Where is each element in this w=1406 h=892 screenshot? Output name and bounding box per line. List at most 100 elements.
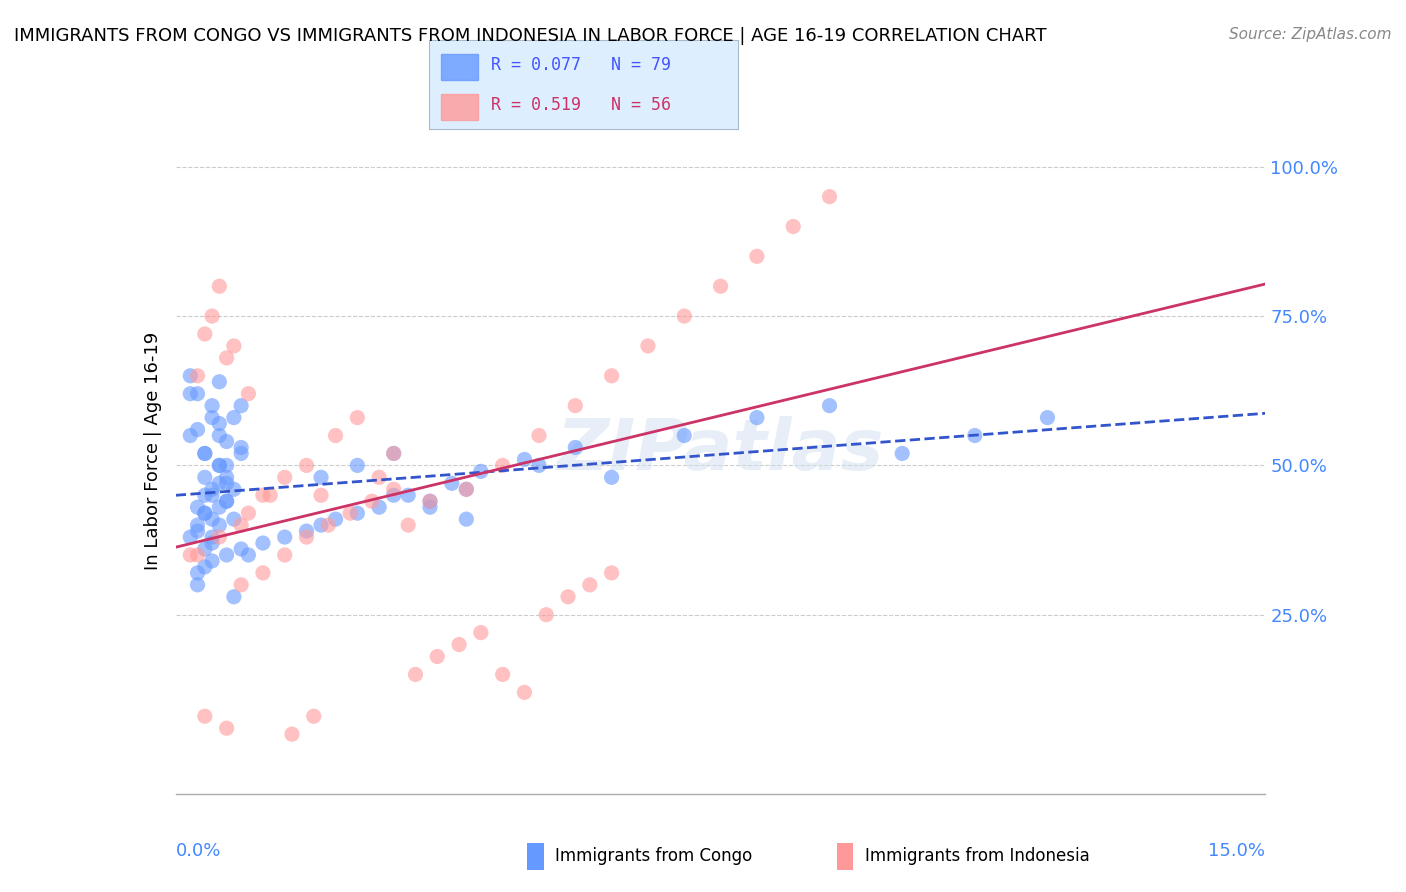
Point bbox=[208, 458, 231, 473]
Text: 0.0%: 0.0% bbox=[176, 842, 221, 860]
Point bbox=[492, 458, 515, 473]
Point bbox=[186, 423, 209, 437]
Point bbox=[419, 494, 441, 508]
Point bbox=[179, 386, 201, 401]
Point bbox=[513, 452, 536, 467]
Point bbox=[346, 458, 368, 473]
Text: 15.0%: 15.0% bbox=[1208, 842, 1265, 860]
Point bbox=[557, 590, 579, 604]
Point bbox=[368, 500, 391, 515]
Point bbox=[818, 189, 841, 203]
Point bbox=[179, 530, 201, 544]
Point bbox=[346, 506, 368, 520]
Point bbox=[419, 500, 441, 515]
Point bbox=[782, 219, 804, 234]
Point bbox=[201, 488, 224, 502]
Point bbox=[318, 518, 340, 533]
Point bbox=[201, 512, 224, 526]
Point bbox=[231, 441, 253, 455]
Point bbox=[564, 441, 586, 455]
Point bbox=[440, 476, 463, 491]
Point bbox=[527, 428, 550, 442]
Point bbox=[215, 721, 238, 735]
Point bbox=[208, 428, 231, 442]
Point bbox=[281, 727, 304, 741]
Point bbox=[600, 566, 623, 580]
Point bbox=[194, 506, 217, 520]
Point bbox=[201, 554, 224, 568]
Point bbox=[325, 428, 347, 442]
Point bbox=[818, 399, 841, 413]
Point bbox=[186, 386, 209, 401]
Point bbox=[426, 649, 449, 664]
Point bbox=[274, 530, 297, 544]
Point bbox=[564, 399, 586, 413]
Point bbox=[1036, 410, 1059, 425]
Point bbox=[963, 428, 986, 442]
Point bbox=[456, 483, 478, 497]
Point bbox=[295, 524, 318, 538]
Point bbox=[194, 709, 217, 723]
Point bbox=[396, 488, 419, 502]
Point bbox=[208, 458, 231, 473]
Point bbox=[231, 578, 253, 592]
Point bbox=[186, 368, 209, 383]
Point bbox=[600, 368, 623, 383]
Point bbox=[259, 488, 281, 502]
Point bbox=[492, 667, 515, 681]
Point bbox=[456, 512, 478, 526]
Point bbox=[208, 417, 231, 431]
Point bbox=[215, 434, 238, 449]
Point bbox=[309, 518, 332, 533]
Point bbox=[208, 518, 231, 533]
Text: IMMIGRANTS FROM CONGO VS IMMIGRANTS FROM INDONESIA IN LABOR FORCE | AGE 16-19 CO: IMMIGRANTS FROM CONGO VS IMMIGRANTS FROM… bbox=[14, 27, 1046, 45]
Point bbox=[470, 464, 492, 478]
Point bbox=[194, 488, 217, 502]
Point bbox=[201, 530, 224, 544]
Point bbox=[194, 470, 217, 484]
Point bbox=[201, 410, 224, 425]
Point bbox=[252, 566, 274, 580]
Text: ZIPatlas: ZIPatlas bbox=[557, 416, 884, 485]
Point bbox=[396, 518, 419, 533]
Point bbox=[194, 506, 217, 520]
Point bbox=[238, 506, 260, 520]
Text: Immigrants from Indonesia: Immigrants from Indonesia bbox=[844, 847, 1090, 865]
Point bbox=[215, 494, 238, 508]
Bar bbox=[441, 54, 478, 80]
Point bbox=[673, 428, 696, 442]
Point bbox=[231, 518, 253, 533]
Point bbox=[179, 548, 201, 562]
Point bbox=[179, 368, 201, 383]
Point bbox=[309, 470, 332, 484]
Text: R = 0.519   N = 56: R = 0.519 N = 56 bbox=[491, 96, 671, 114]
Point bbox=[222, 339, 245, 353]
Point bbox=[238, 386, 260, 401]
Point bbox=[186, 566, 209, 580]
Point bbox=[186, 518, 209, 533]
Point bbox=[222, 512, 245, 526]
Point bbox=[368, 470, 391, 484]
Point bbox=[527, 458, 550, 473]
Point bbox=[325, 512, 347, 526]
Point bbox=[194, 541, 217, 556]
Text: R = 0.077   N = 79: R = 0.077 N = 79 bbox=[491, 56, 671, 74]
Point bbox=[231, 541, 253, 556]
Point bbox=[201, 536, 224, 550]
Point bbox=[346, 410, 368, 425]
Y-axis label: In Labor Force | Age 16-19: In Labor Force | Age 16-19 bbox=[143, 331, 162, 570]
Point bbox=[600, 470, 623, 484]
Point bbox=[339, 506, 361, 520]
Point bbox=[186, 500, 209, 515]
Point bbox=[215, 470, 238, 484]
Point bbox=[231, 399, 253, 413]
Point bbox=[274, 470, 297, 484]
Point bbox=[360, 494, 382, 508]
Point bbox=[382, 446, 405, 460]
Point bbox=[891, 446, 914, 460]
Point bbox=[201, 309, 224, 323]
Point bbox=[194, 326, 217, 341]
Point bbox=[382, 483, 405, 497]
Point bbox=[222, 483, 245, 497]
Point bbox=[208, 375, 231, 389]
